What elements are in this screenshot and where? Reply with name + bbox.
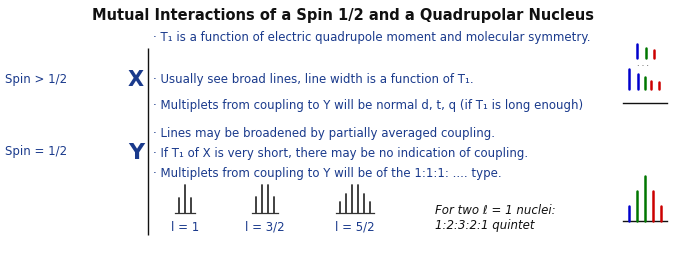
Text: · Usually see broad lines, line width is a function of T₁.: · Usually see broad lines, line width is… — [153, 73, 473, 87]
Text: Spin > 1/2: Spin > 1/2 — [5, 73, 67, 87]
Text: l = 1: l = 1 — [171, 221, 199, 234]
Text: · Multiplets from coupling to Y will be normal d, t, q (if T₁ is long enough): · Multiplets from coupling to Y will be … — [153, 99, 583, 112]
Text: · If T₁ of X is very short, there may be no indication of coupling.: · If T₁ of X is very short, there may be… — [153, 146, 528, 159]
Text: · T₁ is a function of electric quadrupole moment and molecular symmetry.: · T₁ is a function of electric quadrupol… — [153, 32, 591, 44]
Text: X: X — [128, 70, 144, 90]
Text: 1:2:3:2:1 quintet: 1:2:3:2:1 quintet — [435, 219, 534, 231]
Text: · Multiplets from coupling to Y will be of the 1:1:1: .... type.: · Multiplets from coupling to Y will be … — [153, 166, 501, 180]
Text: Mutual Interactions of a Spin 1/2 and a Quadrupolar Nucleus: Mutual Interactions of a Spin 1/2 and a … — [92, 8, 594, 23]
Text: · Lines may be broadened by partially averaged coupling.: · Lines may be broadened by partially av… — [153, 127, 495, 139]
Text: . . .: . . . — [637, 59, 649, 68]
Text: For two ℓ = 1 nuclei:: For two ℓ = 1 nuclei: — [435, 205, 556, 218]
Text: Spin = 1/2: Spin = 1/2 — [5, 144, 67, 158]
Text: l = 5/2: l = 5/2 — [335, 221, 375, 234]
Text: l = 3/2: l = 3/2 — [245, 221, 285, 234]
Text: Y: Y — [128, 143, 144, 163]
